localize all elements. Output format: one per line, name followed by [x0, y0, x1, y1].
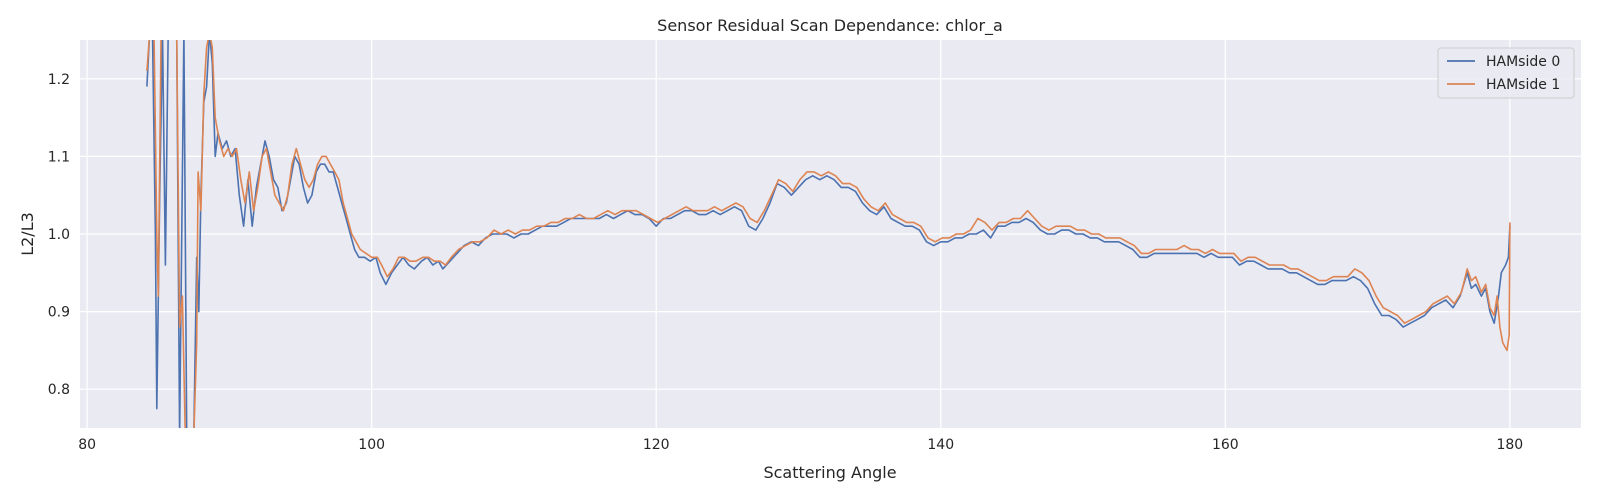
y-axis-label: L2/L3	[18, 212, 37, 256]
y-tick-label: 0.8	[48, 382, 70, 398]
x-tick-label: 100	[358, 437, 385, 453]
x-tick-label: 180	[1496, 437, 1523, 453]
x-tick-label: 80	[78, 437, 96, 453]
y-tick-labels: 0.8 0.9 1.0 1.1 1.2	[48, 72, 70, 398]
chart-title: Sensor Residual Scan Dependance: chlor_a	[657, 16, 1003, 36]
legend-label-hamside-1: HAMside 1	[1486, 77, 1560, 93]
y-tick-label: 1.1	[48, 149, 70, 165]
legend-label-hamside-0: HAMside 0	[1486, 54, 1560, 70]
y-tick-label: 0.9	[48, 305, 70, 321]
legend: HAMside 0 HAMside 1	[1437, 47, 1575, 99]
x-tick-label: 160	[1212, 437, 1239, 453]
x-tick-label: 140	[927, 437, 954, 453]
x-axis-label: Scattering Angle	[763, 463, 896, 482]
series-lines	[146, 40, 1511, 428]
y-tick-label: 1.0	[48, 227, 70, 243]
series-line-hamside-0	[146, 40, 1511, 428]
series-line-hamside-1	[146, 40, 1511, 428]
x-tick-labels: 80 100 120 140 160 180	[78, 437, 1523, 453]
grid-lines	[80, 40, 1581, 428]
y-tick-label: 1.2	[48, 72, 70, 88]
x-tick-label: 120	[643, 437, 670, 453]
